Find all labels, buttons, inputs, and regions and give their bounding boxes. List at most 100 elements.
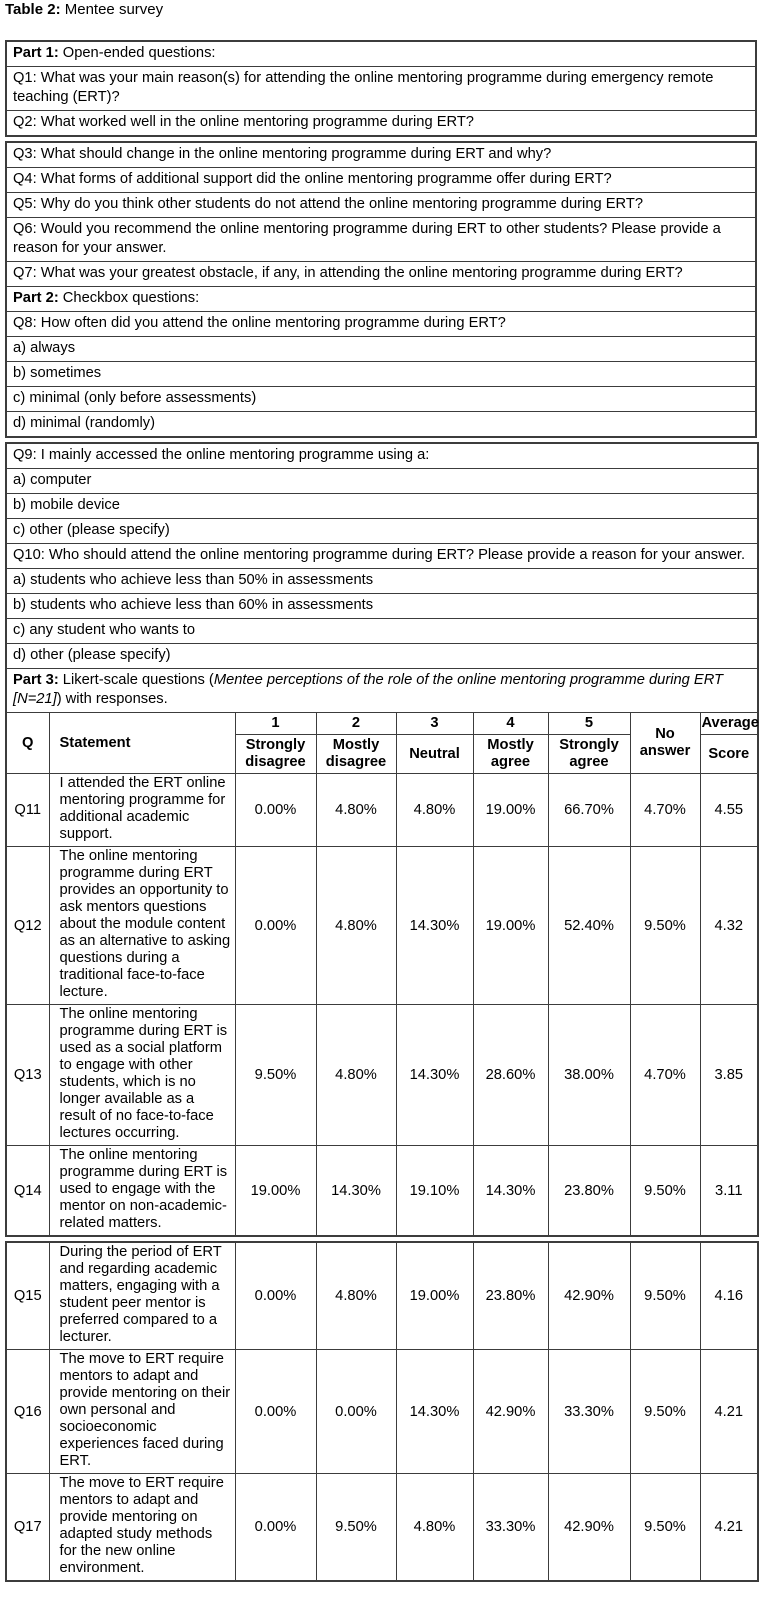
table-row: Q7: What was your greatest obstacle, if … xyxy=(5,261,757,287)
table-row: Q6: Would you recommend the online mento… xyxy=(5,217,757,262)
table-row: Q10: Who should attend the online mentor… xyxy=(5,543,759,569)
q16-strongly-agree: 33.30% xyxy=(547,1349,631,1474)
q15-mostly-disagree: 4.80% xyxy=(315,1241,397,1350)
q17-mostly-disagree: 9.50% xyxy=(315,1473,397,1582)
q12-statement: The online mentoring programme during ER… xyxy=(48,846,236,1005)
table-row: d) minimal (randomly) xyxy=(5,411,757,438)
q12-mostly-disagree: 4.80% xyxy=(315,846,397,1005)
row-q6: Q6: Would you recommend the online mento… xyxy=(5,217,757,262)
q16-strongly-disagree: 0.00% xyxy=(234,1349,317,1474)
table-row: Q2: What worked well in the online mento… xyxy=(5,110,757,137)
q12-strongly-disagree: 0.00% xyxy=(234,846,317,1005)
row-q9-option-a: a) computer xyxy=(5,468,759,494)
q16-no-answer: 9.50% xyxy=(629,1349,701,1474)
q14-statement: The online mentoring programme during ER… xyxy=(48,1145,236,1237)
q15-average-score: 4.16 xyxy=(699,1241,759,1350)
likert-row-q17: Q17 The move to ERT require mentors to a… xyxy=(5,1473,759,1582)
table-row: a) always xyxy=(5,336,757,362)
q13-no-answer: 4.70% xyxy=(629,1004,701,1146)
q16-statement: The move to ERT require mentors to adapt… xyxy=(48,1349,236,1474)
part3-label: Part 3: xyxy=(13,672,59,688)
q16-average-score: 4.21 xyxy=(699,1349,759,1474)
row-q9-option-b: b) mobile device xyxy=(5,493,759,519)
survey-table-segment-2: Q3: What should change in the online men… xyxy=(5,141,757,438)
part3-text-post: ) with responses. xyxy=(56,691,168,707)
header-scale-3: 3 xyxy=(395,712,474,735)
q14-neutral: 19.10% xyxy=(395,1145,474,1237)
table-caption-text: Mentee survey xyxy=(60,1,164,18)
table-row: b) sometimes xyxy=(5,361,757,387)
q12-id: Q12 xyxy=(5,846,50,1005)
q15-id: Q15 xyxy=(5,1241,50,1350)
q13-statement: The online mentoring programme during ER… xyxy=(48,1004,236,1146)
part1-label: Part 1: xyxy=(13,45,59,61)
table-row: Q8: How often did you attend the online … xyxy=(5,311,757,337)
part2-label: Part 2: xyxy=(13,290,59,306)
row-q9: Q9: I mainly accessed the online mentori… xyxy=(5,442,759,469)
q11-id: Q11 xyxy=(5,773,50,847)
row-q9-option-c: c) other (please specify) xyxy=(5,518,759,544)
q11-strongly-disagree: 0.00% xyxy=(234,773,317,847)
q17-neutral: 4.80% xyxy=(395,1473,474,1582)
row-part3-heading: Part 3: Likert-scale questions (Mentee p… xyxy=(5,668,759,713)
q15-strongly-disagree: 0.00% xyxy=(234,1241,317,1350)
q13-mostly-disagree: 4.80% xyxy=(315,1004,397,1146)
table-row: Part 2: Checkbox questions: xyxy=(5,286,757,312)
q11-statement: I attended the ERT online mentoring prog… xyxy=(48,773,236,847)
likert-row-q16: Q16 The move to ERT require mentors to a… xyxy=(5,1349,759,1474)
q14-id: Q14 xyxy=(5,1145,50,1237)
header-label-neutral: Neutral xyxy=(395,734,474,774)
q17-no-answer: 9.50% xyxy=(629,1473,701,1582)
likert-row-q11: Q11 I attended the ERT online mentoring … xyxy=(5,773,759,847)
part3-text-pre: Likert-scale questions ( xyxy=(58,672,214,688)
row-q1: Q1: What was your main reason(s) for att… xyxy=(5,66,757,111)
table-row: c) minimal (only before assessments) xyxy=(5,386,757,412)
header-label-strongly-agree: Strongly agree xyxy=(547,734,631,774)
table-row: a) computer xyxy=(5,468,759,494)
row-part2-heading: Part 2: Checkbox questions: xyxy=(5,286,757,312)
q12-neutral: 14.30% xyxy=(395,846,474,1005)
q11-average-score: 4.55 xyxy=(699,773,759,847)
q15-neutral: 19.00% xyxy=(395,1241,474,1350)
table-row: Q1: What was your main reason(s) for att… xyxy=(5,66,757,111)
row-q10: Q10: Who should attend the online mentor… xyxy=(5,543,759,569)
row-q10-option-a: a) students who achieve less than 50% in… xyxy=(5,568,759,594)
row-part1-heading: Part 1: Open-ended questions: xyxy=(5,40,757,67)
table-caption-label: Table 2: xyxy=(5,1,61,18)
q11-mostly-agree: 19.00% xyxy=(472,773,549,847)
header-scale-5: 5 xyxy=(547,712,631,735)
survey-table-segment-4: Q15 During the period of ERT and regardi… xyxy=(5,1241,759,1582)
header-scale-2: 2 xyxy=(315,712,397,735)
q12-no-answer: 9.50% xyxy=(629,846,701,1005)
table-row: Q9: I mainly accessed the online mentori… xyxy=(5,442,759,469)
header-statement: Statement xyxy=(48,712,236,774)
table-row: b) students who achieve less than 60% in… xyxy=(5,593,759,619)
table-row: Q5: Why do you think other students do n… xyxy=(5,192,757,218)
row-q10-option-b: b) students who achieve less than 60% in… xyxy=(5,593,759,619)
row-q10-option-c: c) any student who wants to xyxy=(5,618,759,644)
part2-text: Checkbox questions: xyxy=(58,290,200,306)
q13-strongly-disagree: 9.50% xyxy=(234,1004,317,1146)
q17-average-score: 4.21 xyxy=(699,1473,759,1582)
table-row: Part 3: Likert-scale questions (Mentee p… xyxy=(5,668,759,713)
header-average: Average xyxy=(699,712,759,735)
likert-header-row-labels: Strongly disagree Mostly disagree Neutra… xyxy=(6,734,759,774)
row-q5: Q5: Why do you think other students do n… xyxy=(5,192,757,218)
header-label-mostly-disagree: Mostly disagree xyxy=(315,734,397,774)
q14-average-score: 3.11 xyxy=(699,1145,759,1237)
q15-statement: During the period of ERT and regarding a… xyxy=(48,1241,236,1350)
q17-statement: The move to ERT require mentors to adapt… xyxy=(48,1473,236,1582)
row-q10-option-d: d) other (please specify) xyxy=(5,643,759,669)
survey-table-segment-1: Part 1: Open-ended questions: Q1: What w… xyxy=(5,40,757,137)
table-row: a) students who achieve less than 50% in… xyxy=(5,568,759,594)
header-no-answer: No answer xyxy=(629,712,701,774)
likert-row-q13: Q13 The online mentoring programme durin… xyxy=(5,1004,759,1146)
table-row: Q4: What forms of additional support did… xyxy=(5,167,757,193)
table-caption: Table 2: Mentee survey xyxy=(5,1,778,19)
q16-id: Q16 xyxy=(5,1349,50,1474)
q12-mostly-agree: 19.00% xyxy=(472,846,549,1005)
q15-mostly-agree: 23.80% xyxy=(472,1241,549,1350)
q14-strongly-agree: 23.80% xyxy=(547,1145,631,1237)
q17-strongly-disagree: 0.00% xyxy=(234,1473,317,1582)
